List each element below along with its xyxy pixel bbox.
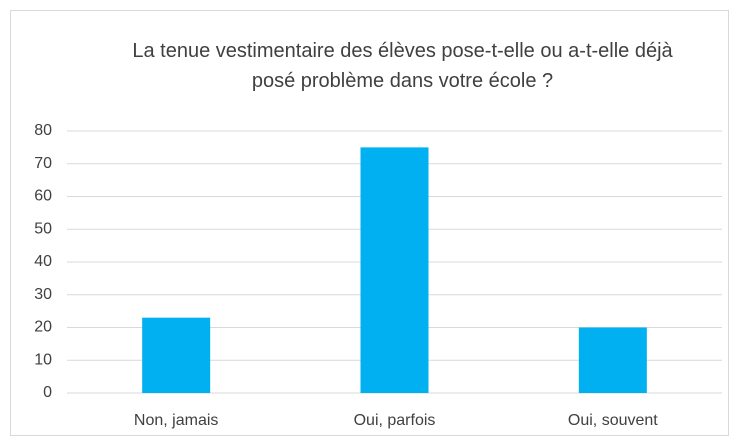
y-tick-label: 0 — [43, 384, 52, 401]
bar — [142, 317, 211, 393]
y-tick-label: 80 — [34, 122, 52, 139]
y-tick-label: 10 — [34, 351, 52, 368]
y-tick-label: 70 — [34, 155, 52, 172]
x-tick-label: Non, jamais — [134, 412, 218, 429]
chart-title: La tenue vestimentaire des élèves pose-t… — [132, 40, 673, 92]
x-tick-label: Oui, souvent — [568, 412, 658, 429]
y-tick-label: 60 — [34, 188, 52, 205]
y-tick-label: 50 — [34, 220, 52, 237]
bar — [578, 327, 647, 393]
y-tick-label: 20 — [34, 319, 52, 336]
y-tick-label: 40 — [34, 253, 52, 270]
y-tick-label: 30 — [34, 286, 52, 303]
bar — [360, 147, 429, 393]
x-tick-label: Oui, parfois — [354, 412, 436, 429]
